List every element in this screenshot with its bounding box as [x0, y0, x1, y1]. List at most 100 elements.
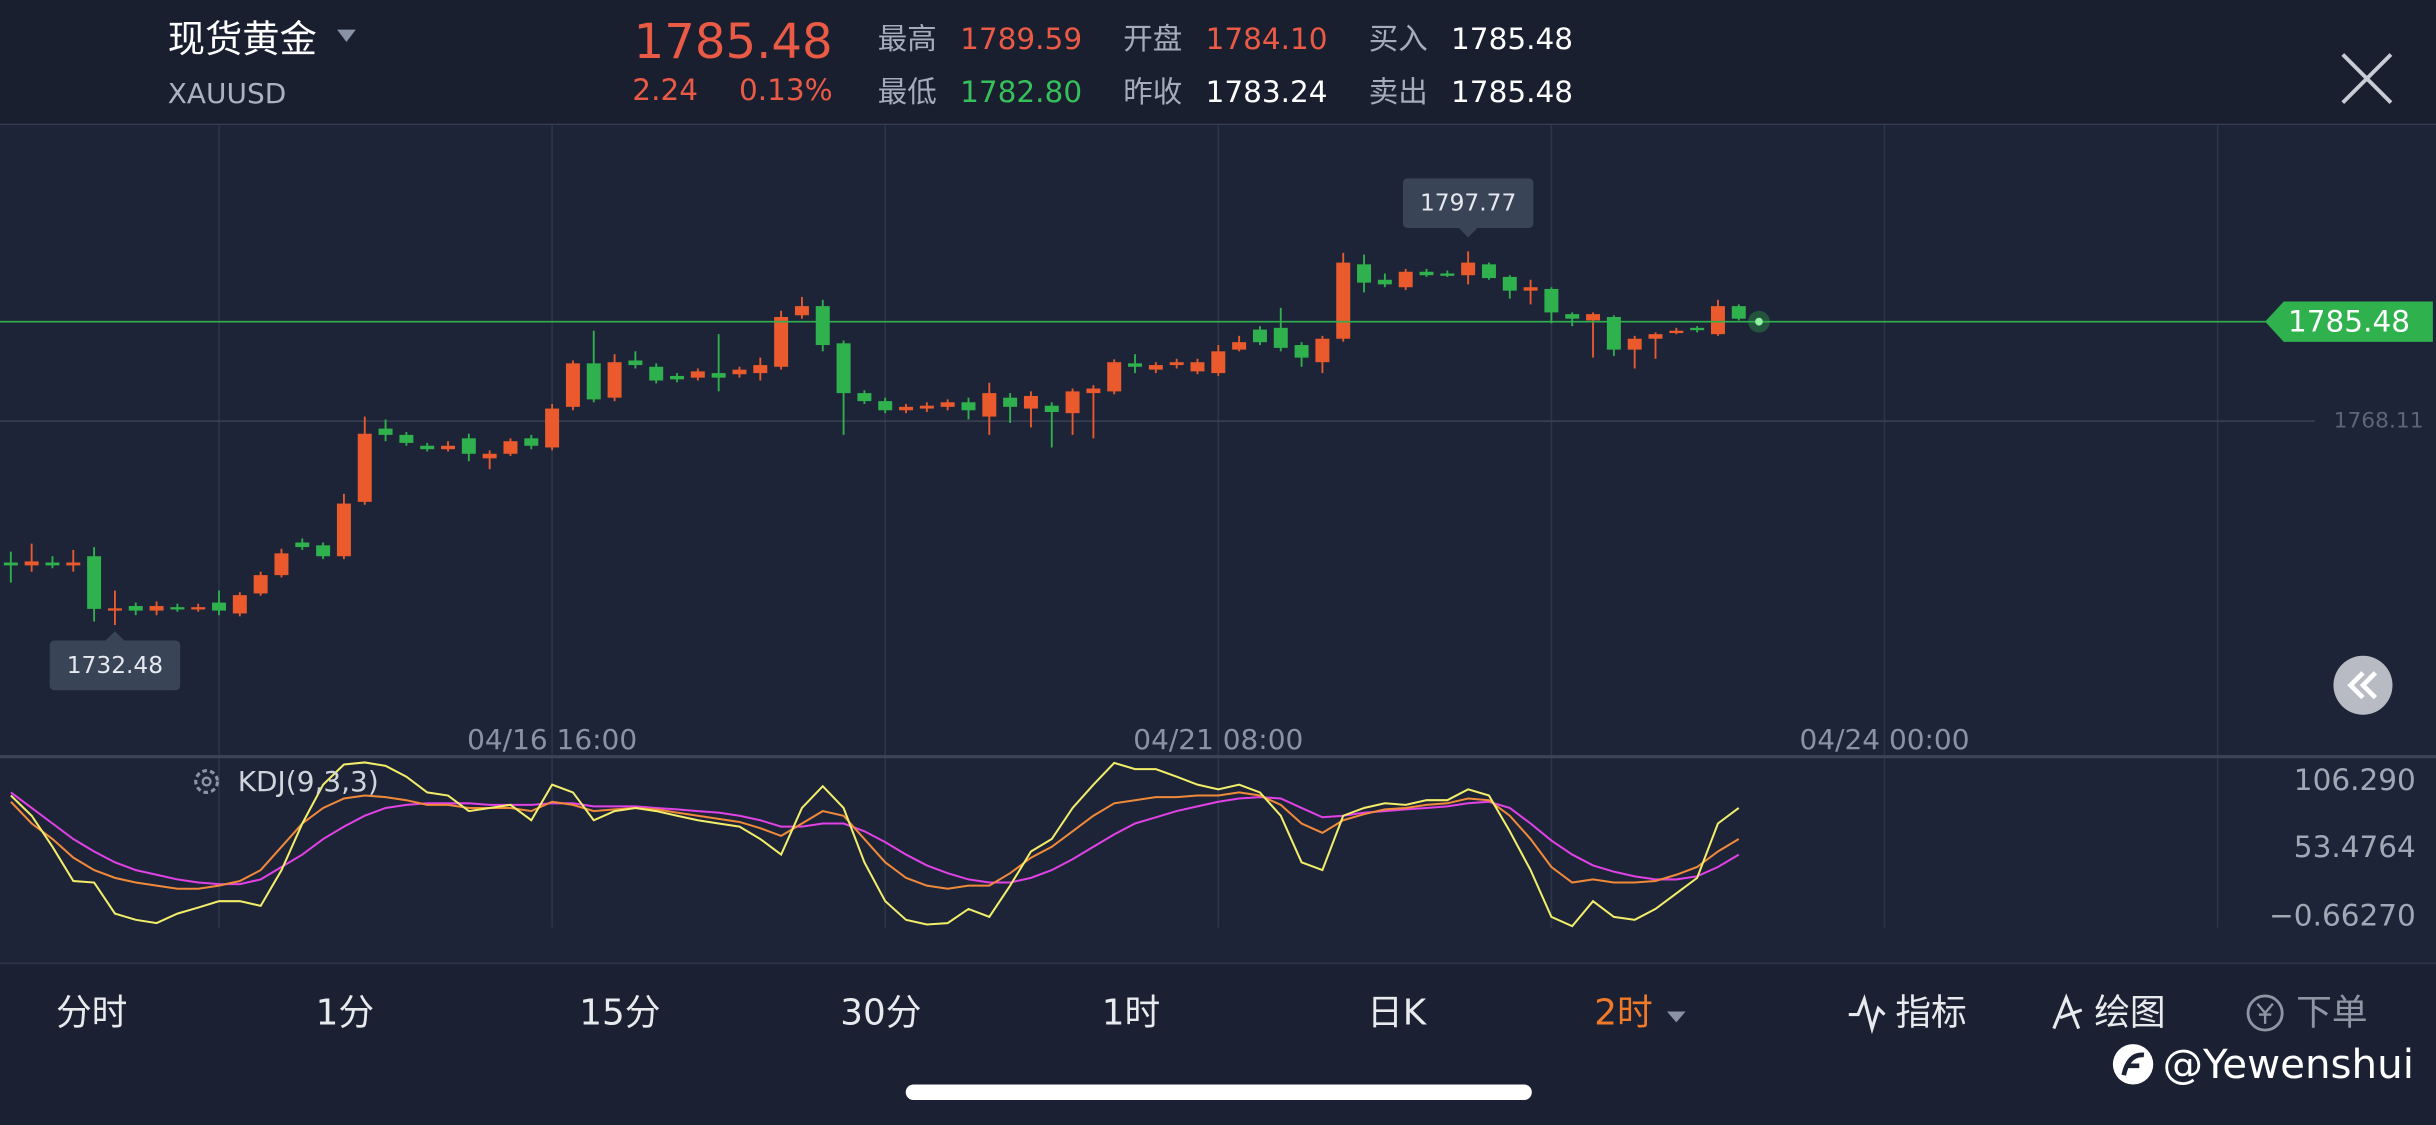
- candle-body: [690, 371, 705, 378]
- y-tick-label: 1768.11: [2334, 409, 2424, 434]
- candle-body: [794, 306, 809, 316]
- draw-icon[interactable]: [2052, 993, 2083, 1030]
- symbol: XAUUSD: [168, 77, 286, 110]
- candle-body: [1294, 345, 1309, 358]
- indicator-title: KDJ(9,3,3): [238, 765, 379, 798]
- indicator-icon[interactable]: [1848, 994, 1886, 1035]
- kdj-line: [10, 791, 1740, 886]
- y-tick-label: 106.290: [2294, 763, 2416, 797]
- candle-body: [815, 306, 830, 346]
- instrument-name[interactable]: 现货黄金: [168, 17, 317, 61]
- dropdown-arrow[interactable]: [337, 29, 356, 43]
- kdj-line: [10, 791, 1740, 890]
- candle-body: [1377, 279, 1392, 285]
- overlay: 1785.48 1797.77 1732.48: [0, 178, 2433, 691]
- candle-body: [1128, 363, 1143, 367]
- header-bg: [0, 0, 2436, 125]
- close-icon[interactable]: [2341, 53, 2393, 105]
- order-icon[interactable]: [2256, 1002, 2274, 1024]
- stat-label: 最低: [878, 75, 937, 109]
- callout-box: [1402, 178, 1534, 229]
- candle-body: [857, 393, 872, 402]
- candle-body: [1627, 338, 1642, 350]
- tool-button[interactable]: 绘图: [2094, 993, 2165, 1034]
- dropdown-arrow[interactable]: [1666, 1011, 1686, 1023]
- callout-label: 1732.48: [67, 652, 163, 679]
- close-button[interactable]: [2341, 53, 2393, 105]
- collapse-button[interactable]: [2333, 655, 2393, 715]
- watermark: @Yewenshui: [2163, 1041, 2414, 1088]
- candle-body: [628, 360, 643, 366]
- candle-body: [1586, 314, 1601, 321]
- candle-body: [649, 366, 664, 381]
- chevron-icon[interactable]: [2347, 671, 2378, 700]
- candle-body: [961, 402, 976, 411]
- tab[interactable]: 15分: [579, 993, 660, 1034]
- indicator-settings[interactable]: [194, 769, 220, 794]
- callout-label: 1797.77: [1420, 190, 1516, 217]
- candle-body: [1003, 397, 1018, 407]
- candle-body: [1315, 338, 1330, 363]
- candle-body: [1481, 264, 1496, 279]
- candle-body: [212, 602, 227, 611]
- stat-label: 昨收: [1123, 75, 1182, 109]
- tab[interactable]: 30分: [840, 993, 921, 1034]
- candle-body: [545, 408, 560, 448]
- stat-value: 1789.59: [960, 22, 1082, 56]
- candle-body: [1357, 264, 1372, 283]
- candle-body: [482, 453, 497, 459]
- candle-body: [1107, 362, 1122, 392]
- last-price-tag: [2265, 301, 2433, 342]
- candle-body: [1169, 362, 1184, 366]
- candle-body: [919, 405, 934, 409]
- candle-body: [711, 373, 726, 378]
- price-change-pct: 0.13%: [739, 73, 833, 107]
- candle-body: [87, 556, 102, 609]
- x-tick-label: 04/16 16:00: [467, 723, 637, 756]
- tab[interactable]: 日K: [1367, 993, 1428, 1034]
- stats: 最高 1789.59 最低 1782.80 开盘 1784.10 昨收 1783.24 买入 17…: [878, 22, 1573, 109]
- home-indicator: [905, 1084, 1532, 1101]
- candle-body: [1148, 365, 1163, 370]
- tab[interactable]: 分时: [56, 993, 127, 1034]
- candle-body: [149, 606, 164, 611]
- candle-body: [1211, 351, 1226, 374]
- candle-body: [336, 503, 351, 557]
- stat-value: 1785.48: [1451, 75, 1573, 109]
- candle-body: [1461, 262, 1476, 276]
- stat-label: 卖出: [1369, 75, 1428, 109]
- last-price: 1785.48: [634, 14, 833, 70]
- candle-body: [1336, 262, 1351, 339]
- gear-icon[interactable]: [201, 776, 212, 787]
- candle-body: [1710, 306, 1725, 335]
- candle-body: [1544, 288, 1559, 313]
- gear-icon[interactable]: [194, 769, 220, 794]
- candle-body: [1232, 342, 1247, 350]
- candle-body: [1731, 306, 1746, 319]
- tool-button[interactable]: 下单: [2296, 993, 2367, 1034]
- candle-body: [1606, 316, 1621, 350]
- candle-body: [1419, 271, 1434, 276]
- x-tick-label: 04/21 08:00: [1133, 723, 1303, 756]
- candle-body: [378, 428, 393, 435]
- tab[interactable]: 1时: [1102, 993, 1160, 1034]
- price-dot: [1755, 317, 1763, 326]
- candle-body: [607, 362, 622, 398]
- candle-body: [1523, 287, 1538, 291]
- tab-active[interactable]: 2时: [1594, 993, 1652, 1034]
- candle-body: [24, 561, 39, 566]
- callout-pointer: [1458, 228, 1478, 238]
- callout-pointer: [105, 631, 125, 641]
- stat-label: 买入: [1369, 22, 1428, 56]
- candle-body: [1086, 388, 1101, 394]
- stat-label: 最高: [878, 22, 937, 56]
- candle-body: [1565, 314, 1580, 319]
- candle-body: [1398, 271, 1413, 288]
- candle-body: [107, 608, 122, 611]
- tool-button[interactable]: 指标: [1895, 993, 1966, 1034]
- candle-body: [191, 607, 206, 610]
- order-icon[interactable]: [2246, 994, 2284, 1032]
- tab[interactable]: 1分: [316, 993, 374, 1034]
